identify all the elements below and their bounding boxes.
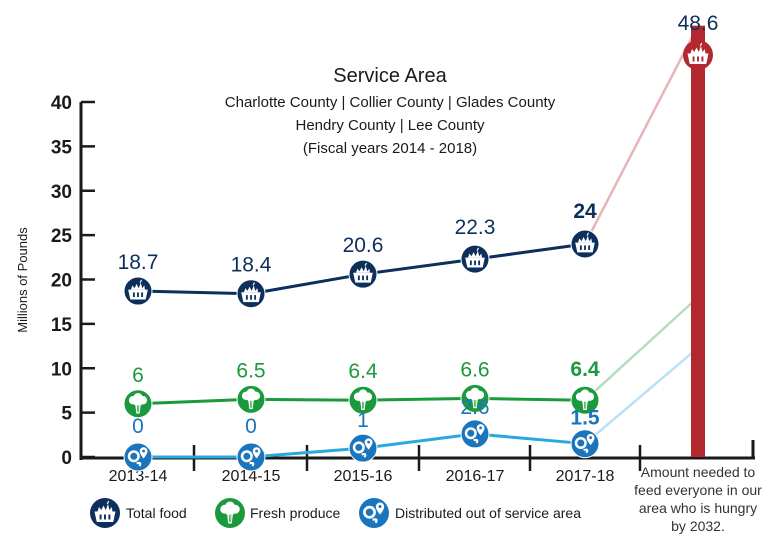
legend-item-fresh-produce: Fresh produce	[215, 498, 340, 528]
series-fresh-produce: 6 6.5 6.4 6.6 6.4	[123, 358, 600, 419]
data-label: 20.6	[343, 234, 384, 257]
projection-lines	[583, 25, 700, 445]
data-label: 0	[132, 415, 144, 438]
legend-label-fresh-produce: Fresh produce	[250, 505, 340, 521]
legend-item-total-food: Total food	[90, 498, 187, 528]
legend-label-total-food: Total food	[126, 505, 187, 521]
target-note: Amount needed to feed everyone in our ar…	[634, 464, 762, 534]
chart-title: Service Area	[333, 65, 447, 87]
target-bar-group: 48.6	[678, 12, 719, 458]
target-note-line-4: by 2032.	[671, 518, 725, 534]
y-tick-label: 20	[51, 271, 72, 292]
series-group: 18.7 18.4 20.6 22.3 24 6 6.5 6.4 6.6 6.4 0 0 1 2.6 1.5	[118, 200, 600, 472]
data-label: 1.5	[570, 407, 600, 430]
y-tick-label: 10	[51, 359, 72, 380]
y-axis-label: Millions of Pounds	[15, 227, 30, 333]
target-note-line-2: feed everyone in our	[634, 482, 762, 498]
data-label: 6.5	[236, 359, 265, 382]
y-tick-label: 0	[61, 448, 72, 469]
y-tick-label: 30	[51, 182, 72, 203]
chart-subtitle-line-3: (Fiscal years 2014 - 2018)	[303, 140, 477, 157]
target-note-line-1: Amount needed to	[641, 464, 756, 480]
data-label: 6	[132, 364, 144, 387]
series-distributed-out-of-service-area: 0 0 1 2.6 1.5	[123, 396, 600, 472]
data-label: 6.4	[570, 358, 600, 381]
series-total-food: 18.7 18.4 20.6 22.3 24	[118, 200, 600, 309]
y-tick-label: 35	[51, 137, 73, 158]
y-tick-label: 40	[51, 93, 72, 114]
legend-label-distributed: Distributed out of service area	[395, 505, 581, 521]
y-ticks: 0 5 10 15 20 25 30 35 40	[51, 93, 95, 469]
data-label: 6.6	[460, 358, 489, 381]
data-label: 1	[357, 409, 369, 432]
y-tick-label: 5	[61, 404, 72, 425]
data-label: 2.6	[460, 396, 489, 419]
x-tick-label-2017-18: 2017-18	[556, 468, 615, 485]
chart-subtitle-line-1: Charlotte County | Collier County | Glad…	[225, 94, 556, 111]
x-tick-label-2015-16: 2015-16	[334, 468, 393, 485]
x-tick-label-2016-17: 2016-17	[446, 468, 505, 485]
y-tick-label: 25	[51, 226, 73, 247]
y-tick-label: 15	[51, 315, 73, 336]
data-label: 0	[245, 415, 257, 438]
x-tick-label-2014-15: 2014-15	[222, 468, 281, 485]
projection-line-total-food	[583, 25, 700, 245]
data-label: 6.4	[348, 360, 378, 383]
data-label: 24	[573, 200, 597, 223]
target-bar	[691, 25, 705, 458]
legend: Total food Fresh produce Distributed out…	[90, 498, 581, 528]
data-label: 18.7	[118, 251, 159, 274]
chart-subtitle-line-2: Hendry County | Lee County	[295, 117, 485, 134]
target-value-label: 48.6	[678, 12, 719, 35]
projection-line-distributed-out-of-service-area	[584, 346, 699, 445]
data-label: 22.3	[455, 216, 496, 239]
data-label: 18.4	[231, 254, 272, 277]
legend-item-distributed: Distributed out of service area	[359, 498, 581, 528]
x-tick-label-2013-14: 2013-14	[109, 468, 168, 485]
projection-line-fresh-produce	[584, 296, 699, 402]
target-note-line-3: area who is hungry	[639, 500, 757, 516]
